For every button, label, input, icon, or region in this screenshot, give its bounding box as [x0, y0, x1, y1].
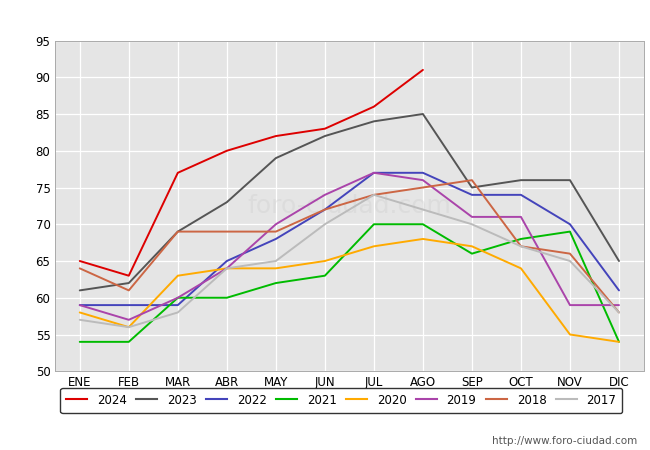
- Legend: 2024, 2023, 2022, 2021, 2020, 2019, 2018, 2017: 2024, 2023, 2022, 2021, 2020, 2019, 2018…: [60, 388, 622, 413]
- Text: Afiliados en Loarre a 30/9/2024: Afiliados en Loarre a 30/9/2024: [195, 9, 455, 27]
- Text: foro-ciudad.com: foro-ciudad.com: [248, 194, 451, 218]
- Text: http://www.foro-ciudad.com: http://www.foro-ciudad.com: [492, 436, 637, 446]
